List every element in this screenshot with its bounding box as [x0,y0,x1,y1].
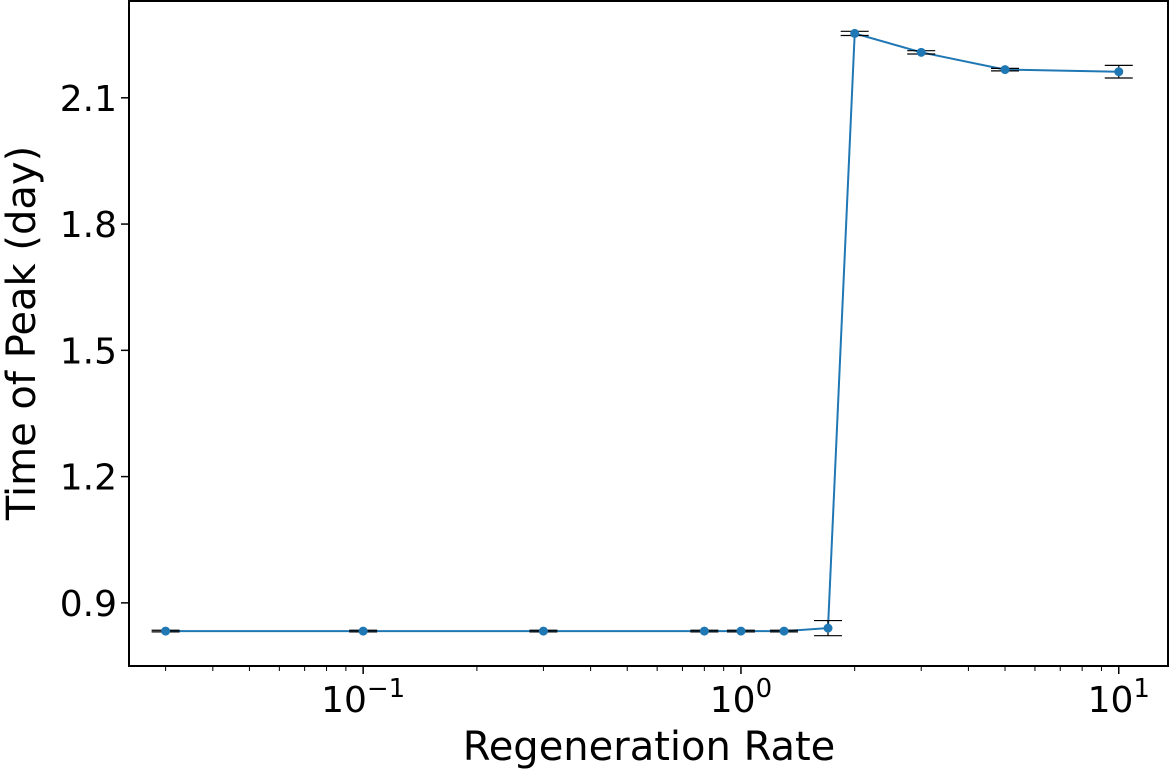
data-point [736,626,746,636]
x-axis-title: Regeneration Rate [463,724,836,770]
x-tick-label: 100 [710,674,772,721]
data-point [358,626,368,636]
data-point [779,626,789,636]
x-tick-label: 10−1 [321,674,405,721]
plot-marks [151,28,1133,637]
y-tick-label: 0.9 [60,584,117,625]
y-tick-label: 1.2 [60,458,117,499]
data-point [916,47,926,57]
y-axis-title: Time of Peak (day) [0,146,45,521]
data-point [823,623,833,633]
y-tick-label: 1.5 [60,331,117,372]
data-point [850,28,860,38]
x-tick-label: 101 [1088,674,1150,721]
data-point [1000,65,1010,75]
data-point [161,626,171,636]
y-axis: 0.9 1.2 1.5 1.8 2.1 [60,79,129,625]
x-axis: 10−1 100 101 [165,666,1150,721]
data-point [699,626,709,636]
series-line [165,32,1119,633]
data-point [538,626,548,636]
y-tick-label: 1.8 [60,205,117,246]
y-tick-label: 2.1 [60,79,117,120]
plot-frame [128,0,1169,667]
data-point [1114,67,1124,77]
